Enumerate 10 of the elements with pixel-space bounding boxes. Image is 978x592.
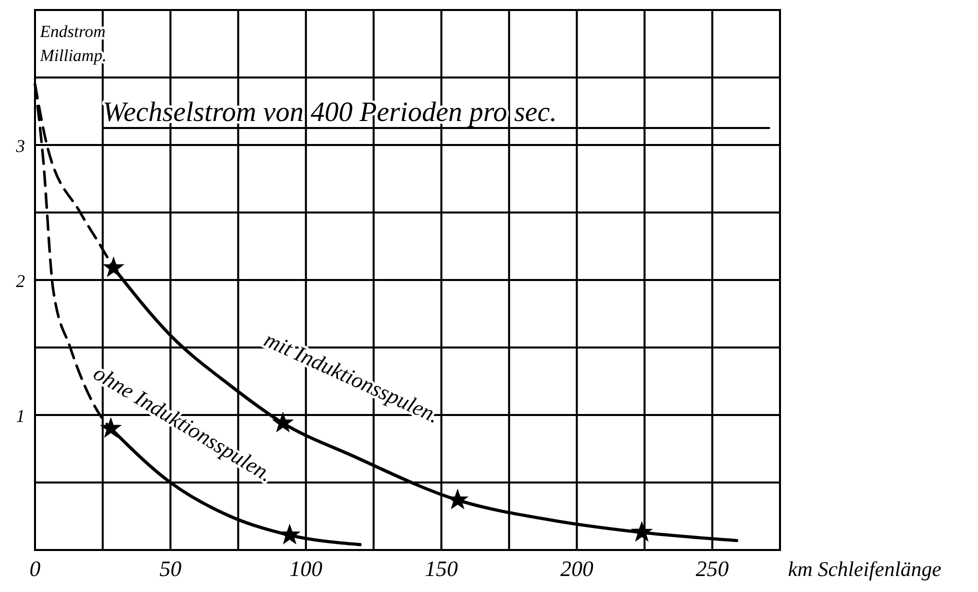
y-tick-label: 1 xyxy=(16,406,25,426)
x-axis-title: km Schleifenlänge xyxy=(788,557,942,581)
x-tick-label: 150 xyxy=(424,556,458,581)
x-tick-label: 100 xyxy=(289,556,322,581)
y-tick-label: 2 xyxy=(16,271,25,291)
x-tick-label: 50 xyxy=(159,556,182,581)
x-tick-label: 0 xyxy=(30,556,40,581)
x-tick-label: 250 xyxy=(696,556,729,581)
x-tick-label: 200 xyxy=(560,556,594,581)
y-tick-label: 3 xyxy=(15,136,25,156)
